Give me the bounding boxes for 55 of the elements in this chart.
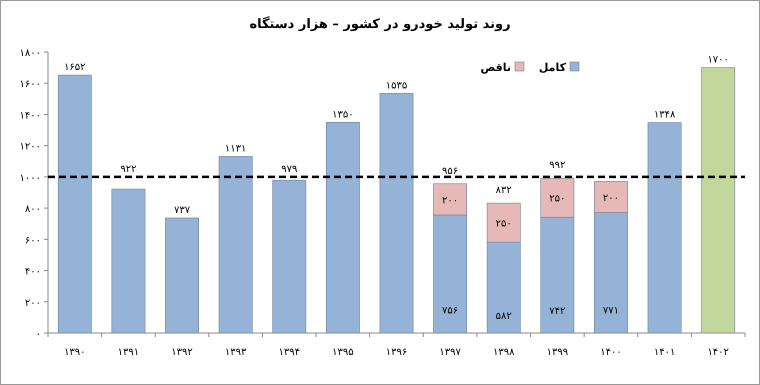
bar: [218, 156, 253, 334]
legend-label: کامل: [538, 61, 567, 74]
y-tick-label: ۲۰۰: [24, 298, 41, 309]
y-tick-label: ۴۰۰: [24, 266, 41, 278]
data-label: ۹۲۲: [120, 164, 136, 175]
bar: [648, 122, 682, 334]
data-label: ۲۵۰: [549, 194, 566, 205]
data-label: ۷۴۲: [549, 306, 566, 317]
x-tick-label: ۱۳۹۶: [386, 347, 408, 358]
y-tick-label: ۸۰۰: [24, 204, 41, 216]
total-label: ۹۹۲: [549, 160, 566, 172]
y-tick-label: ۱۲۰۰: [20, 142, 41, 153]
bar: [112, 188, 146, 334]
x-tick-label: ۱۳۹۴: [278, 347, 300, 358]
y-tick-label: ۰: [36, 329, 41, 340]
data-label: ۱۵۳۵: [386, 80, 408, 92]
total-label: ۹۵۶: [442, 166, 458, 177]
chart-title: روند تولید خودرو در کشور – هزار دستگاه: [249, 16, 511, 32]
data-label: ۹۷۹: [281, 164, 298, 175]
data-label: ۱۳۴۸: [654, 110, 676, 121]
x-tick-label: ۱۳۹۹: [546, 347, 568, 358]
data-label: ۷۷۱: [602, 306, 620, 317]
total-label: ۸۳۲: [496, 185, 512, 196]
y-tick-label: ۱۰۰۰: [20, 172, 41, 184]
x-tick-label: ۱۳۹۲: [171, 347, 193, 358]
y-tick-label: ۱۶۰۰: [20, 79, 41, 90]
data-label: ۲۰۰: [442, 195, 458, 206]
data-label: ۱۷۰۰: [707, 54, 729, 66]
bar: [165, 218, 199, 334]
y-tick-label: ۶۰۰: [24, 235, 41, 246]
x-tick-label: ۱۳۹۳: [224, 347, 248, 358]
x-tick-label: ۱۴۰۲: [707, 347, 729, 358]
x-tick-label: ۱۳۹۱: [118, 347, 140, 358]
data-label: ۷۵۶: [442, 306, 458, 317]
y-tick-label: ۱۴۰۰: [20, 110, 41, 122]
x-tick-label: ۱۳۹۰: [64, 347, 86, 358]
x-tick-label: ۱۳۹۷: [439, 347, 462, 358]
data-label: ۵۸۲: [496, 310, 512, 322]
data-label: ۲۰۰: [602, 193, 620, 204]
bar: [326, 122, 360, 334]
x-tick-label: ۱۳۹۵: [332, 347, 354, 358]
x-tick-label: ۱۴۰۰: [600, 347, 622, 358]
data-label: ۷۳۷: [174, 204, 191, 216]
x-tick-label: ۱۴۰۱: [654, 347, 676, 358]
bar: [58, 74, 92, 334]
data-label: ۲۵۰: [496, 218, 512, 230]
y-tick-label: ۱۸۰۰: [20, 48, 41, 59]
data-label: ۱۱۳۱: [224, 143, 246, 154]
bar: [272, 180, 306, 334]
bar: [380, 93, 414, 334]
data-label: ۱۳۵۰: [332, 109, 354, 120]
legend-label: ناقص: [480, 61, 511, 74]
data-label: ۱۶۵۲: [64, 62, 86, 74]
bar: [701, 67, 736, 334]
x-tick-label: ۱۳۹۸: [492, 347, 516, 358]
